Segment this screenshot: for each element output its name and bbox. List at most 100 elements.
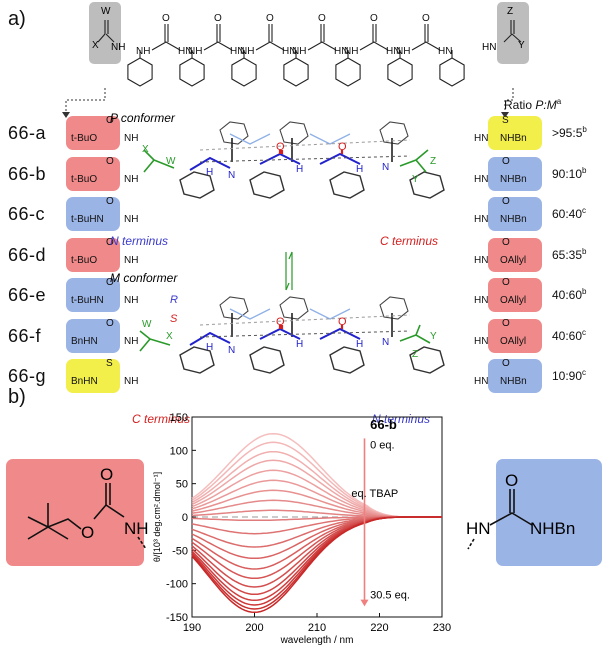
left-end-atom: O <box>106 115 114 126</box>
right-end-box <box>488 156 542 191</box>
left-end-text: t-BuHN <box>71 295 104 306</box>
c-terminus-label-bottom: C terminus <box>132 412 190 426</box>
left-end-atom: O <box>106 317 114 329</box>
urea-hn: HN <box>230 46 244 57</box>
right-end-text: NHBn <box>500 376 527 387</box>
cd-series-line <box>191 450 442 518</box>
atom-N: N <box>228 345 235 356</box>
compound-id: 66-a <box>8 123 47 143</box>
y-tick-label: 150 <box>170 412 188 424</box>
left-end-text: t-BuO <box>71 173 98 185</box>
cd-series-line <box>191 516 442 614</box>
atom-N: N <box>382 162 389 173</box>
c-terminus-label-top: C terminus <box>380 234 438 248</box>
left-end-nh: NH <box>124 376 139 387</box>
left-end-text: BnHN <box>71 335 98 347</box>
urea-nh: NH <box>136 46 150 57</box>
atom-O: O <box>338 316 347 328</box>
right-end-atom: O <box>502 196 510 207</box>
m-conformer-label: M conformer <box>110 271 178 285</box>
left-end-box <box>66 318 120 353</box>
cd-spectrum-chart: 190 200 210 220 230 150 100 50 0 -50 -100 -150 wavel… <box>152 412 451 645</box>
right-end-atom: O <box>502 155 510 167</box>
right-end-atom: O <box>502 236 510 248</box>
right-end-hn: HN <box>474 254 489 266</box>
urea-hn: HN <box>334 46 348 57</box>
stereo-R: R <box>170 294 178 306</box>
x-tick-label: 200 <box>245 622 263 634</box>
right-end-hn: HN <box>474 295 489 306</box>
right-end-atom: O <box>502 317 510 329</box>
annotation-end: 30.5 eq. <box>370 589 410 601</box>
pm-ratio: 90:10b <box>552 165 587 181</box>
urea-nh: NH <box>188 46 202 57</box>
right-end-hn: HN <box>474 376 489 387</box>
right-end-box <box>488 359 542 393</box>
panel-a-label: a) <box>8 8 26 30</box>
left-end-atom: O <box>106 277 114 288</box>
right-end-hn: HN <box>474 133 489 144</box>
atom-H: H <box>356 339 363 350</box>
compound-id: 66-f <box>8 325 42 346</box>
pm-ratio: 10:90c <box>552 368 587 383</box>
compound-id: 66-b <box>8 163 47 184</box>
urea-oxygen: O <box>266 13 274 24</box>
right-end-text: NHBn <box>500 133 527 144</box>
urea-oxygen: O <box>214 13 222 24</box>
atom-Y: Y <box>412 174 419 185</box>
right-end-atom: O <box>502 358 510 369</box>
atom-Z: Z <box>430 156 436 167</box>
pm-ratio: 40:60c <box>552 327 587 343</box>
right-end-atom: S <box>502 115 509 126</box>
atom-W: W <box>166 156 176 167</box>
left-end-box <box>66 197 120 231</box>
atom-H: H <box>206 342 213 353</box>
right-end-text: OAllyl <box>500 254 527 266</box>
atom-Y: Y <box>430 331 437 342</box>
left-end-box <box>66 116 120 150</box>
nh-label: NH <box>124 519 149 538</box>
compound-id: 66-d <box>8 244 47 265</box>
left-end-text: BnHN <box>71 376 98 387</box>
right-group-structure: O HN NHBn <box>466 471 575 550</box>
atom-Z: Z <box>412 349 418 360</box>
titration-arrowhead <box>360 599 369 607</box>
y-tick-label: 100 <box>170 445 188 457</box>
atom-X: X <box>92 40 99 51</box>
left-end-atom: S <box>106 358 113 369</box>
right-end-box <box>488 318 542 353</box>
y-tick-label: -150 <box>166 612 188 624</box>
left-end-nh: NH <box>124 335 139 347</box>
atom-H: H <box>206 167 213 178</box>
left-end-box <box>66 156 120 191</box>
compound-id: 66-e <box>8 285 47 305</box>
annotation-mid: eq. TBAP <box>351 488 398 500</box>
left-group-structure: O O NH <box>27 465 149 550</box>
right-end-hn: HN <box>474 173 489 185</box>
pm-ratio: 60:40c <box>552 206 587 221</box>
x-tick-label: 190 <box>183 622 201 634</box>
p-conformer-label: P conformer <box>110 111 176 125</box>
urea-hn: HN <box>438 46 452 57</box>
ratio-header: Ratio P:Ma <box>504 97 562 112</box>
atom-HN-right: HN <box>482 42 496 53</box>
pm-ratio: 65:35b <box>552 246 587 262</box>
urea-oxygen: O <box>505 471 518 490</box>
y-tick-label: 0 <box>182 512 188 524</box>
left-end-nh: NH <box>124 173 139 185</box>
atom-H: H <box>296 164 303 175</box>
right-end-text: NHBn <box>500 214 527 225</box>
right-end-box <box>488 116 542 150</box>
pm-ratio: >95:5b <box>552 125 587 140</box>
atom-O: O <box>338 141 347 153</box>
atom-H: H <box>296 339 303 350</box>
right-end-text: OAllyl <box>500 295 527 306</box>
right-end-hn: HN <box>474 335 489 347</box>
x-tick-label: 220 <box>370 622 388 634</box>
left-end-box <box>66 237 120 272</box>
left-group-box <box>6 459 144 566</box>
right-end-text: OAllyl <box>500 335 527 347</box>
right-end-box <box>488 237 542 272</box>
atom-O: O <box>276 316 285 328</box>
